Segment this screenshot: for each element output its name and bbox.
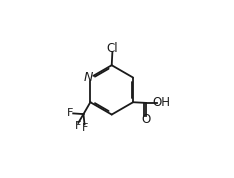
Text: Cl: Cl — [106, 42, 118, 55]
Text: N: N — [83, 70, 93, 83]
Text: F: F — [74, 121, 81, 131]
Text: OH: OH — [152, 96, 170, 109]
Text: F: F — [67, 108, 74, 118]
Text: O: O — [142, 113, 151, 126]
Text: F: F — [82, 123, 88, 133]
